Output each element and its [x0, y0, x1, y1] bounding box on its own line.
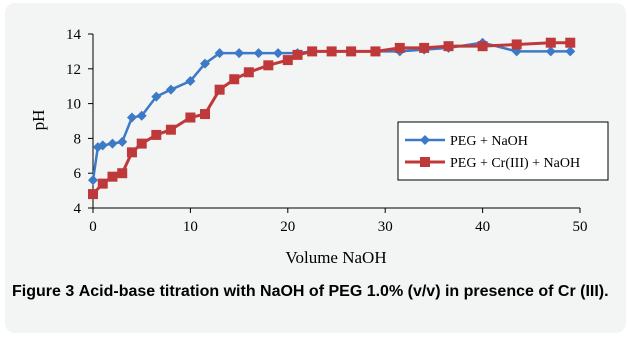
x-axis-label: Volume NaOH — [285, 248, 386, 267]
y-axis-label: pH — [29, 110, 48, 131]
x-tick-label: 40 — [475, 219, 490, 235]
data-point-square — [97, 178, 108, 189]
data-point-square — [136, 138, 147, 149]
data-point-square — [200, 109, 211, 120]
legend-square-marker — [420, 157, 430, 167]
data-point-square — [165, 124, 176, 135]
chart-series — [88, 37, 576, 200]
data-point-diamond — [151, 91, 162, 102]
figure-caption-text: Acid-base titration with NaOH of PEG 1.0… — [78, 283, 609, 300]
x-tick-label: 10 — [183, 219, 198, 235]
data-point-diamond — [214, 48, 225, 59]
data-point-diamond — [253, 48, 264, 59]
x-tick-label: 0 — [89, 219, 97, 235]
x-tick-label: 50 — [573, 219, 588, 235]
y-tick-label: 14 — [66, 27, 82, 43]
y-tick-label: 8 — [74, 131, 82, 147]
data-point-square — [545, 37, 556, 48]
data-point-square — [243, 67, 254, 78]
legend-box — [397, 121, 609, 181]
data-point-square — [151, 129, 162, 140]
data-point-square — [370, 46, 381, 57]
data-point-square — [419, 42, 430, 53]
data-point-square — [263, 60, 274, 71]
data-point-square — [126, 147, 137, 158]
legend-label: PEG + Cr(III) + NaOH — [450, 156, 580, 171]
y-tick-label: 12 — [66, 62, 81, 78]
data-point-diamond — [234, 48, 245, 59]
chart: 4 6 8 10 12 14 0 10 20 30 40 50 pH Volume NaOH PEG … — [29, 27, 609, 267]
data-point-diamond — [565, 46, 576, 57]
data-point-diamond — [136, 110, 147, 121]
data-point-square — [565, 37, 576, 48]
data-point-square — [394, 42, 405, 53]
data-point-diamond — [117, 136, 128, 147]
y-tick-label: 10 — [66, 97, 81, 113]
data-point-diamond — [88, 175, 98, 186]
data-point-square — [229, 74, 240, 85]
chart-legend: PEG + NaOH PEG + Cr(III) + NaOH — [397, 121, 609, 181]
data-point-diamond — [107, 138, 118, 149]
data-point-square — [282, 55, 293, 66]
data-point-diamond — [273, 48, 284, 59]
legend-diamond-marker — [420, 135, 430, 145]
data-point-square — [88, 189, 98, 200]
data-point-square — [292, 49, 303, 60]
data-point-square — [214, 84, 225, 95]
figure-label: Figure 3 — [12, 283, 75, 300]
data-point-square — [117, 168, 128, 179]
chart-axes — [92, 34, 580, 209]
data-point-square — [477, 41, 488, 52]
series-peg-cr-naoh — [88, 37, 576, 200]
data-point-square — [307, 46, 318, 57]
y-tick-label: 4 — [74, 201, 82, 217]
data-point-diamond — [126, 112, 137, 123]
data-point-diamond — [185, 75, 196, 86]
legend-label: PEG + NaOH — [450, 134, 528, 149]
legend-item: PEG + Cr(III) + NaOH — [405, 156, 580, 171]
data-point-square — [107, 171, 118, 182]
data-point-diamond — [200, 58, 211, 69]
figure-caption: Figure 3 Acid-base titration with NaOH o… — [12, 280, 612, 303]
data-point-diamond — [545, 46, 556, 57]
data-point-square — [443, 41, 454, 52]
data-point-square — [326, 46, 337, 57]
chart-ticks: 4 6 8 10 12 14 0 10 20 30 40 50 — [66, 27, 588, 235]
legend-item: PEG + NaOH — [405, 134, 528, 149]
data-point-square — [346, 46, 357, 57]
data-point-square — [511, 39, 522, 50]
x-tick-label: 30 — [378, 219, 393, 235]
data-point-diamond — [97, 140, 108, 151]
y-tick-label: 6 — [74, 166, 82, 182]
x-tick-label: 20 — [280, 219, 295, 235]
data-point-diamond — [165, 84, 176, 95]
data-point-square — [185, 112, 196, 123]
